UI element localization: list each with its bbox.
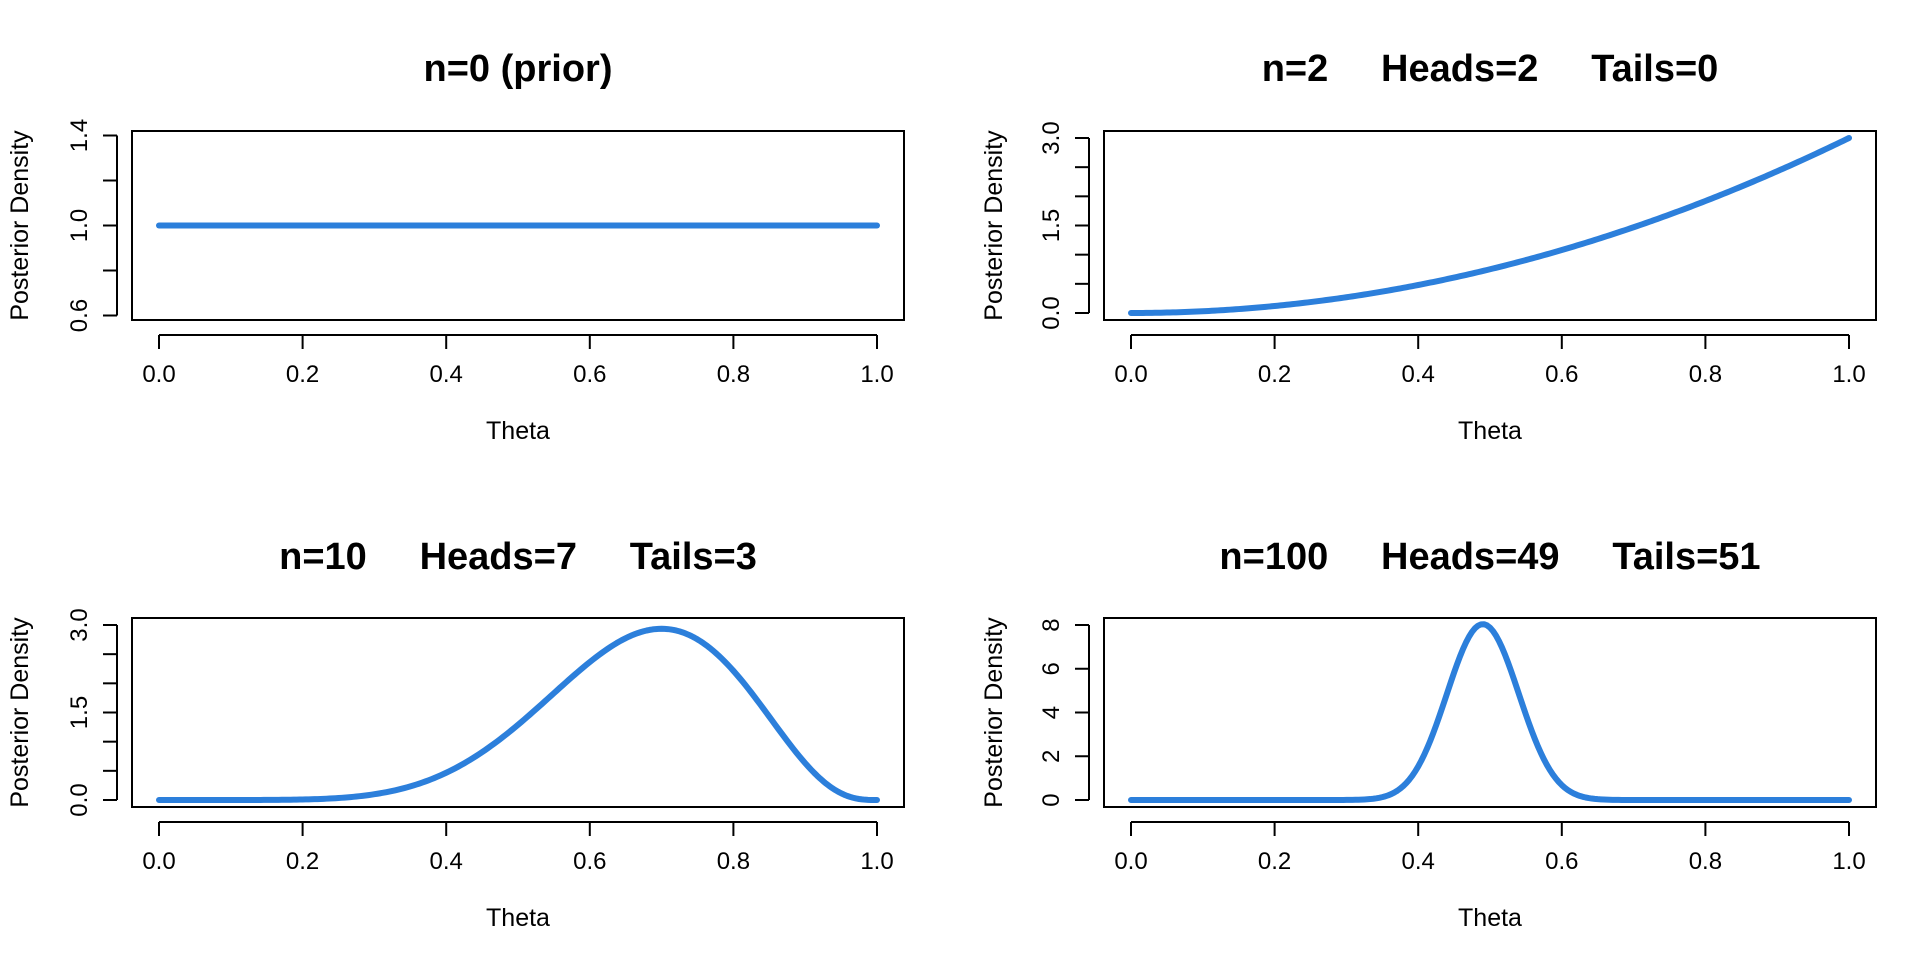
y-tick-label: 1.0 bbox=[66, 209, 93, 242]
x-tick-label: 0.6 bbox=[1545, 848, 1578, 875]
y-axis-label: Posterior Density bbox=[980, 617, 1008, 808]
y-tick-label: 3.0 bbox=[1038, 121, 1065, 154]
plot-frame bbox=[131, 617, 905, 808]
y-tick-label: 1.4 bbox=[66, 119, 93, 152]
x-tick-label: 0.2 bbox=[1258, 361, 1291, 388]
x-tick-label: 0.8 bbox=[717, 848, 750, 875]
panel-title: n=0 (prior) bbox=[424, 48, 613, 90]
y-tick-label: 1.5 bbox=[66, 696, 93, 729]
x-tick-label: 0.0 bbox=[1114, 361, 1147, 388]
y-tick-label: 2 bbox=[1038, 750, 1065, 763]
x-axis-label: Theta bbox=[1458, 417, 1522, 445]
y-axis-label: Posterior Density bbox=[980, 130, 1008, 321]
x-tick-label: 0.8 bbox=[1689, 848, 1722, 875]
y-tick-label: 0 bbox=[1038, 793, 1065, 806]
x-tick-label: 0.4 bbox=[430, 848, 463, 875]
x-axis-label: Theta bbox=[1458, 904, 1522, 932]
y-tick-label: 1.5 bbox=[1038, 209, 1065, 242]
x-axis-label: Theta bbox=[486, 417, 550, 445]
x-tick-label: 0.0 bbox=[1114, 848, 1147, 875]
x-tick-label: 1.0 bbox=[1832, 848, 1865, 875]
density-curve bbox=[1128, 621, 1852, 803]
y-tick-label: 0.0 bbox=[1038, 296, 1065, 329]
y-tick-label: 0.6 bbox=[66, 299, 93, 332]
y-tick-label: 6 bbox=[1038, 662, 1065, 675]
x-tick-label: 0.2 bbox=[1258, 848, 1291, 875]
density-curve bbox=[1128, 135, 1852, 316]
x-tick-label: 0.0 bbox=[142, 361, 175, 388]
x-tick-label: 0.6 bbox=[1545, 361, 1578, 388]
x-tick-label: 0.4 bbox=[1402, 848, 1435, 875]
x-tick-label: 0.8 bbox=[1689, 361, 1722, 388]
x-tick-label: 0.2 bbox=[286, 361, 319, 388]
plot-frame bbox=[131, 130, 905, 321]
x-tick-label: 0.6 bbox=[573, 848, 606, 875]
panel-n100: n=100 Heads=49 Tails=51 0.0 0.2 0.4 0.6 0.8 1.… bbox=[980, 536, 1877, 932]
panel-title: n=2 Heads=2 Tails=0 bbox=[1262, 48, 1719, 90]
x-tick-label: 1.0 bbox=[1832, 361, 1865, 388]
x-tick-label: 1.0 bbox=[860, 848, 893, 875]
x-tick-label: 0.4 bbox=[430, 361, 463, 388]
y-tick-label: 4 bbox=[1038, 706, 1065, 719]
panel-n10: n=10 Heads=7 Tails=3 0.0 0.2 0.4 0.6 0.8 1.0 Th… bbox=[6, 536, 905, 932]
x-tick-label: 0.4 bbox=[1402, 361, 1435, 388]
y-tick-label: 3.0 bbox=[66, 608, 93, 641]
x-tick-label: 0.2 bbox=[286, 848, 319, 875]
x-tick-label: 0.0 bbox=[142, 848, 175, 875]
x-tick-label: 1.0 bbox=[860, 361, 893, 388]
panel-title: n=10 Heads=7 Tails=3 bbox=[279, 536, 757, 578]
y-axis-label: Posterior Density bbox=[6, 617, 34, 808]
plot-frame bbox=[1103, 617, 1877, 808]
plot-frame bbox=[1103, 130, 1877, 321]
panel-n2: n=2 Heads=2 Tails=0 0.0 0.2 0.4 0.6 0.8 1.0 The… bbox=[980, 48, 1877, 445]
x-axis-label: Theta bbox=[486, 904, 550, 932]
y-tick-label: 8 bbox=[1038, 618, 1065, 631]
panel-prior: n=0 (prior) 0.0 0.2 0.4 0.6 0.8 1.0 Theta 0.6 1.0… bbox=[6, 48, 905, 445]
x-tick-label: 0.8 bbox=[717, 361, 750, 388]
panel-title: n=100 Heads=49 Tails=51 bbox=[1219, 536, 1760, 578]
y-tick-label: 0.0 bbox=[66, 783, 93, 816]
x-tick-label: 0.6 bbox=[573, 361, 606, 388]
density-curve bbox=[156, 625, 880, 803]
y-axis-label: Posterior Density bbox=[6, 130, 34, 321]
